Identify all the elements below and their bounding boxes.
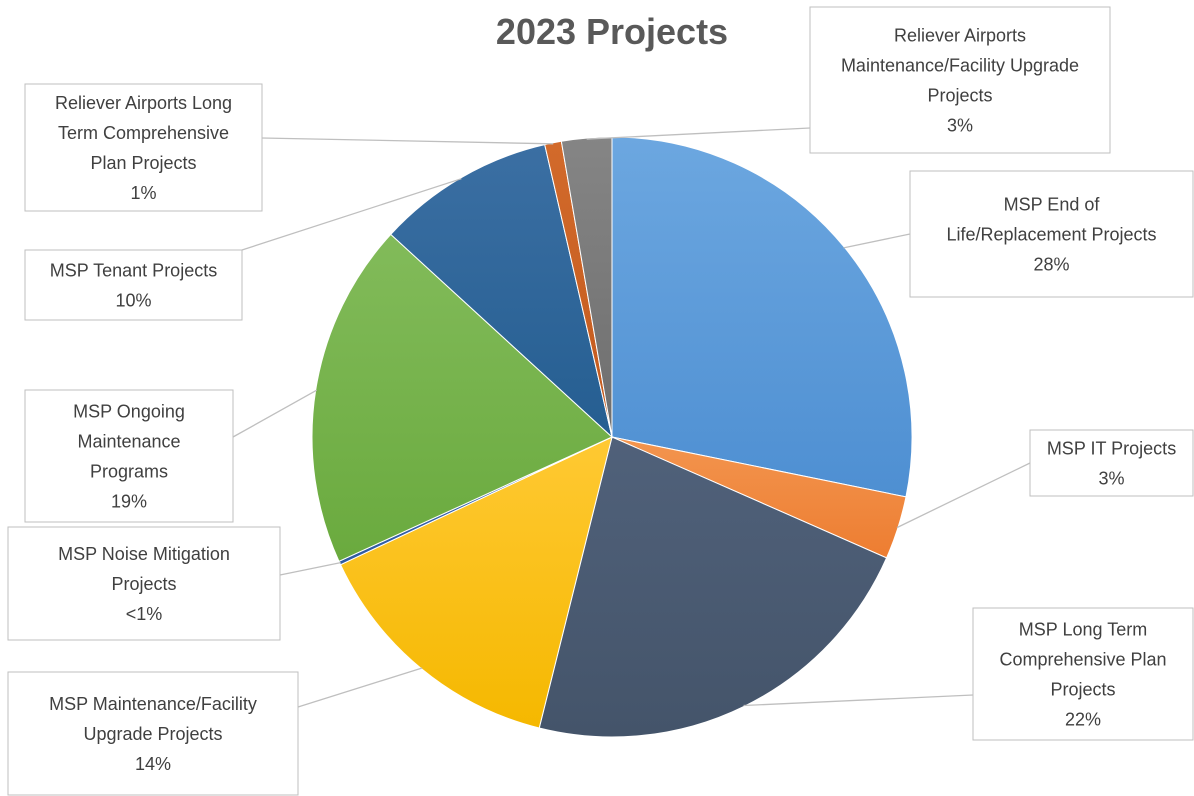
data-label-line: MSP Maintenance/Facility — [49, 694, 257, 714]
data-label-msp-maintenance-facility-upgrade-projects: MSP Maintenance/Facility Upgrade Projects… — [7, 671, 299, 796]
leader-line-reliever-airports-maintenance-facility-upgrade-projects — [586, 127, 811, 140]
data-label-percent: 22% — [1065, 710, 1101, 730]
leader-line-msp-long-term-comprehensive-plan-projects — [743, 694, 974, 707]
leader-line-msp-end-of-life-replacement-projects — [843, 233, 911, 249]
data-label-text: MSP Ongoing Maintenance Programs 19% — [73, 402, 185, 512]
data-label-line: Maintenance — [77, 432, 180, 452]
leader-line-reliever-airports-long-term-comprehensive-plan-projects — [261, 137, 554, 145]
leader-line-msp-ongoing-maintenance-programs — [232, 389, 317, 438]
data-label-percent: 28% — [1033, 255, 1069, 275]
data-label-box — [24, 249, 243, 321]
data-label-line: Plan Projects — [90, 153, 196, 173]
data-label-text: MSP Tenant Projects 10% — [50, 261, 217, 311]
data-label-box — [7, 526, 281, 641]
data-label-line: Reliever Airports — [894, 26, 1026, 46]
data-label-line: Maintenance/Facility Upgrade — [841, 56, 1079, 76]
leader-line-msp-tenant-projects — [241, 178, 462, 251]
data-label-reliever-airports-maintenance-facility-upgrade-projects: Reliever Airports Maintenance/Facility Up… — [809, 6, 1111, 154]
data-label-percent: 19% — [111, 492, 147, 512]
data-label-msp-tenant-projects: MSP Tenant Projects 10% — [24, 249, 243, 321]
data-label-line: MSP Tenant Projects — [50, 261, 217, 281]
data-label-box — [24, 389, 234, 523]
data-label-line: MSP End of — [1004, 195, 1101, 215]
data-label-text: MSP IT Projects 3% — [1047, 439, 1176, 489]
data-label-line: Projects — [927, 86, 992, 106]
data-label-box — [24, 83, 263, 212]
data-label-box — [972, 607, 1194, 741]
data-label-box — [909, 170, 1194, 298]
leader-line-msp-maintenance-facility-upgrade-projects — [297, 667, 423, 708]
data-label-line: Term Comprehensive — [58, 123, 229, 143]
pie-slice-msp-long-term-comprehensive-plan-projects — [538, 436, 888, 738]
data-label-text: MSP Noise Mitigation Projects <1% — [58, 544, 230, 624]
data-label-line: Projects — [1050, 680, 1115, 700]
data-label-msp-end-of-life-replacement-projects: MSP End of Life/Replacement Projects 28% — [909, 170, 1194, 298]
data-label-line: Comprehensive Plan — [999, 650, 1166, 670]
pie-slices — [311, 136, 913, 738]
data-label-line: Upgrade Projects — [83, 724, 222, 744]
pie-slice-reliever-airports-maintenance-facility-upgrade-projects — [560, 136, 613, 438]
data-label-msp-long-term-comprehensive-plan-projects: MSP Long Term Comprehensive Plan Projects 2… — [972, 607, 1194, 741]
data-label-reliever-airports-long-term-comprehensive-plan-projects: Reliever Airports Long Term Comprehensive… — [24, 83, 263, 212]
leader-line-msp-noise-mitigation-projects — [279, 561, 341, 576]
data-label-line: MSP Noise Mitigation — [58, 544, 230, 564]
leader-line-msp-it-projects — [896, 462, 1031, 529]
data-label-percent: 3% — [1098, 469, 1124, 489]
data-label-msp-it-projects: MSP IT Projects 3% — [1029, 429, 1194, 497]
data-label-percent: 3% — [947, 116, 973, 136]
data-label-text: Reliever Airports Maintenance/Facility Up… — [841, 26, 1079, 136]
data-label-line: Life/Replacement Projects — [946, 225, 1156, 245]
chart-title: 2023 Projects — [496, 11, 728, 52]
data-label-line: MSP IT Projects — [1047, 439, 1176, 459]
data-label-msp-ongoing-maintenance-programs: MSP Ongoing Maintenance Programs 19% — [24, 389, 234, 523]
data-label-line: MSP Ongoing — [73, 402, 185, 422]
data-label-text: MSP Maintenance/Facility Upgrade Projects… — [49, 694, 257, 774]
data-label-line: Projects — [111, 574, 176, 594]
data-label-box — [809, 6, 1111, 154]
data-label-percent: <1% — [126, 604, 163, 624]
data-label-percent: 1% — [130, 183, 156, 203]
pie-slice-msp-end-of-life-replacement-projects — [611, 136, 913, 498]
pie-slice-msp-tenant-projects — [390, 144, 613, 439]
data-label-text: Reliever Airports Long Term Comprehensive… — [55, 93, 232, 203]
data-label-msp-noise-mitigation-projects: MSP Noise Mitigation Projects <1% — [7, 526, 281, 641]
data-label-box — [7, 671, 299, 796]
data-label-line: MSP Long Term — [1019, 620, 1147, 640]
data-label-text: MSP End of Life/Replacement Projects 28% — [946, 195, 1156, 275]
data-labels: MSP End of Life/Replacement Projects 28%MS… — [7, 6, 1194, 796]
leader-lines — [232, 127, 1031, 708]
data-label-line: Programs — [90, 462, 168, 482]
data-label-line: Reliever Airports Long — [55, 93, 232, 113]
data-label-percent: 14% — [135, 754, 171, 774]
data-label-percent: 10% — [115, 291, 151, 311]
data-label-box — [1029, 429, 1194, 497]
data-label-text: MSP Long Term Comprehensive Plan Projects 2… — [999, 620, 1166, 730]
